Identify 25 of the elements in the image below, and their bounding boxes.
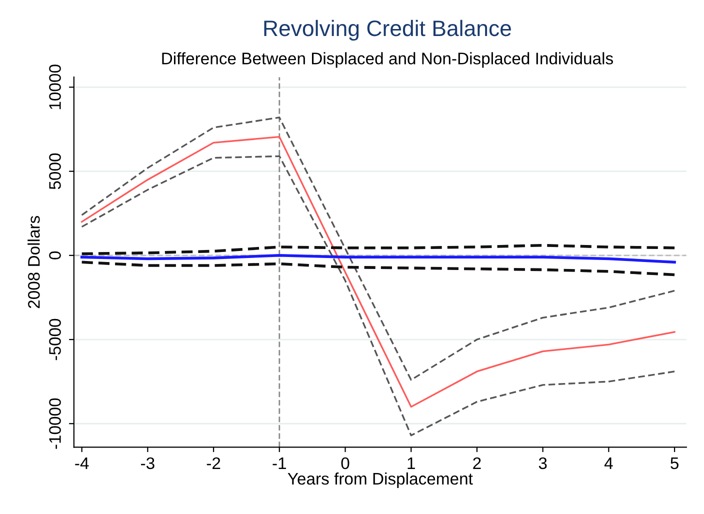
y-tick-label: -5000 bbox=[49, 318, 61, 360]
x-tick-label: 3 bbox=[538, 457, 547, 470]
line-series bbox=[80, 155, 676, 436]
x-tick-label: -1 bbox=[272, 458, 286, 469]
x-tick-label: 5 bbox=[670, 458, 678, 470]
line-series bbox=[80, 260, 676, 276]
x-tick-label: -4 bbox=[75, 458, 89, 469]
x-axis-title: Years from Displacement bbox=[288, 472, 473, 488]
y-tick-label: 0 bbox=[49, 251, 61, 260]
x-tick-label: -3 bbox=[141, 457, 154, 470]
chart-subtitle: Difference Between Displaced and Non-Displaced Individuals bbox=[162, 52, 613, 68]
y-tick-label: 5000 bbox=[49, 153, 61, 190]
y-tick-label: 10000 bbox=[49, 64, 61, 110]
x-tick-label: 1 bbox=[408, 458, 415, 469]
line-series bbox=[80, 254, 676, 264]
x-tick-label: 2 bbox=[473, 457, 481, 469]
chart-title: Revolving Credit Balance bbox=[264, 20, 511, 41]
x-tick-label: 0 bbox=[341, 457, 350, 470]
y-tick-label: -10000 bbox=[49, 398, 61, 449]
line-series bbox=[80, 116, 676, 381]
x-tick-label: 4 bbox=[604, 458, 613, 469]
line-series bbox=[80, 244, 676, 256]
y-axis-title: 2008 Dollars bbox=[28, 216, 40, 308]
line-series bbox=[80, 136, 676, 408]
x-tick-label: -2 bbox=[206, 457, 220, 469]
